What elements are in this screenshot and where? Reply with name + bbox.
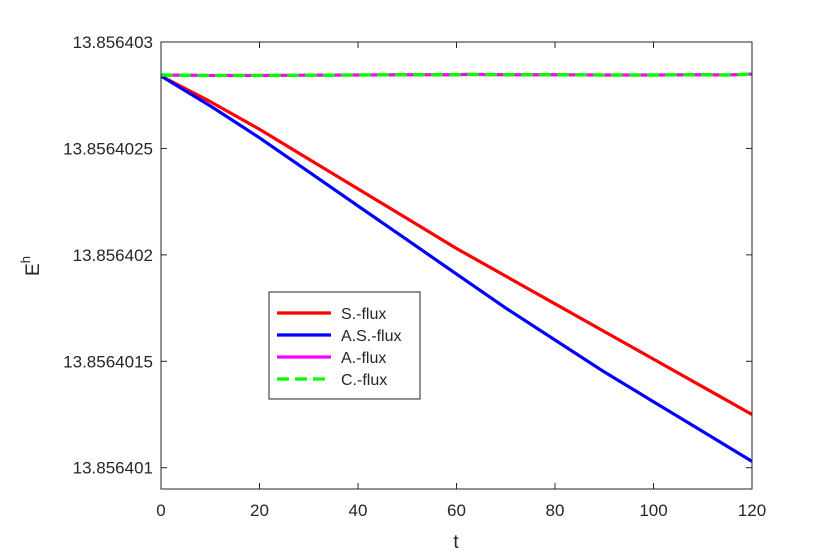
x-tick-label: 80: [546, 501, 565, 520]
axes-layer: 0 20 40 60 80 100 120 13.856401 13.8564015 13.856…: [63, 33, 766, 520]
x-tick-label: 120: [738, 501, 766, 520]
series-line-a-s-flux: [160, 74, 753, 463]
plot-area: [161, 42, 752, 489]
x-tick-label: 20: [250, 501, 269, 520]
x-tick-label: 0: [156, 501, 165, 520]
y-tick-label: 13.856403: [73, 33, 153, 52]
y-axis-label: Eh: [18, 256, 44, 276]
x-tick-label: 40: [349, 501, 368, 520]
legend-label: C.-flux: [341, 372, 387, 389]
y-tick-label: 13.856401: [73, 459, 153, 478]
x-axis-label: t: [453, 532, 459, 553]
legend-label: S.-flux: [341, 306, 386, 323]
y-tick-label: 13.856402: [73, 246, 153, 265]
series-line-c-flux: [160, 72, 753, 78]
legend-box: [268, 291, 421, 400]
y-tick-label: 13.8564025: [63, 139, 153, 158]
legend: S.-flux A.S.-flux A.-flux C.-flux: [268, 291, 421, 400]
y-axis-label-superscript: h: [18, 256, 33, 263]
y-tick-label: 13.8564015: [63, 352, 153, 371]
y-axis-label-main: E: [23, 263, 44, 276]
x-tick-label: 100: [639, 501, 667, 520]
x-tick-label: 60: [447, 501, 466, 520]
series-layer: [160, 72, 753, 463]
legend-label: A.-flux: [341, 350, 386, 367]
legend-label: A.S.-flux: [341, 328, 401, 345]
series-line-s-flux: [160, 74, 753, 416]
